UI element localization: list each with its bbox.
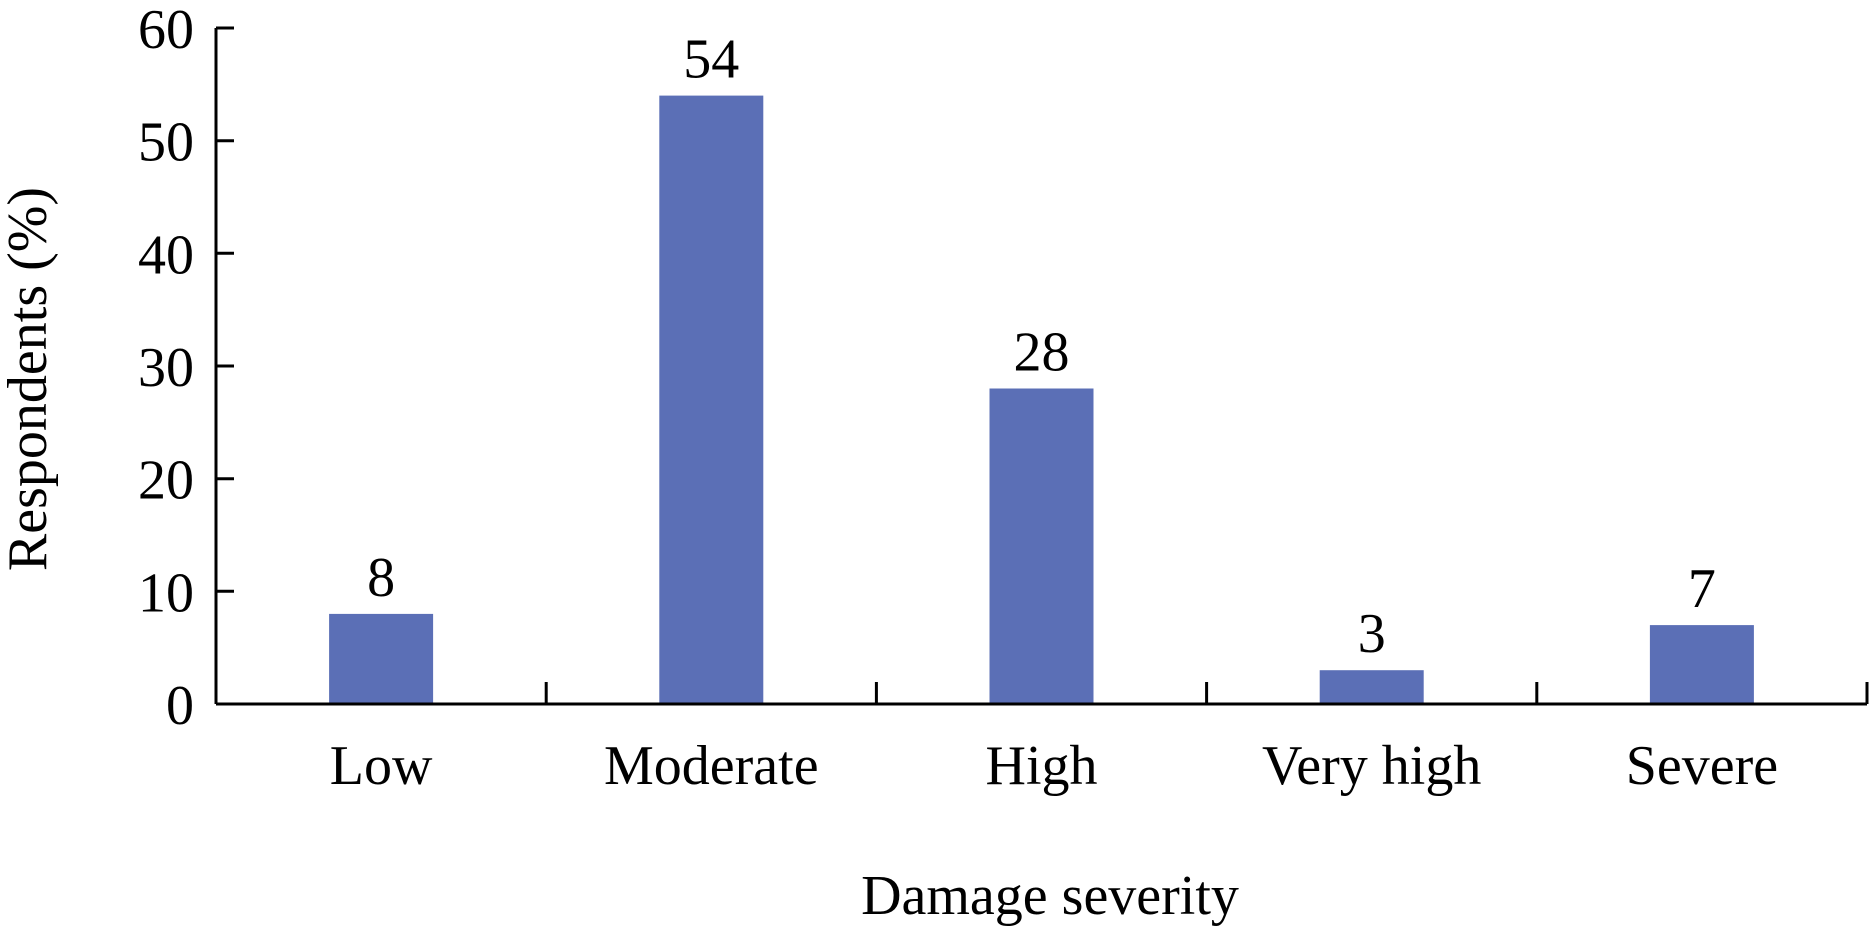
bar (989, 388, 1094, 704)
x-tick-label: High (986, 735, 1098, 797)
x-tick-label: Very high (1262, 735, 1481, 797)
data-label: 28 (1014, 322, 1070, 384)
y-tick-label: 10 (138, 562, 194, 624)
data-label: 8 (367, 547, 395, 609)
y-tick-label: 0 (166, 675, 194, 737)
data-label: 54 (683, 29, 739, 91)
y-tick-label: 20 (138, 450, 194, 512)
y-tick-label: 40 (138, 224, 194, 286)
y-tick-label: 60 (138, 0, 194, 61)
x-tick-label: Severe (1626, 735, 1778, 797)
bars-layer (329, 95, 1754, 705)
x-axis-title: Damage severity (861, 865, 1239, 927)
data-label: 3 (1358, 603, 1386, 665)
y-tick-label: 50 (138, 112, 194, 174)
y-tick-label: 30 (138, 337, 194, 399)
axes-layer (214, 26, 1869, 706)
y-axis-title: Respondents (%) (0, 187, 59, 571)
bar (1649, 625, 1754, 704)
x-tick-label: Moderate (604, 735, 819, 797)
labels-layer: 8 Low 54 Moderate 28 High 3 Very high 7 Severe 0 10… (138, 0, 1778, 797)
bar (659, 95, 764, 705)
bar (1319, 670, 1424, 704)
data-label: 7 (1688, 558, 1716, 620)
bar (329, 613, 434, 704)
x-tick-label: Low (330, 735, 433, 797)
